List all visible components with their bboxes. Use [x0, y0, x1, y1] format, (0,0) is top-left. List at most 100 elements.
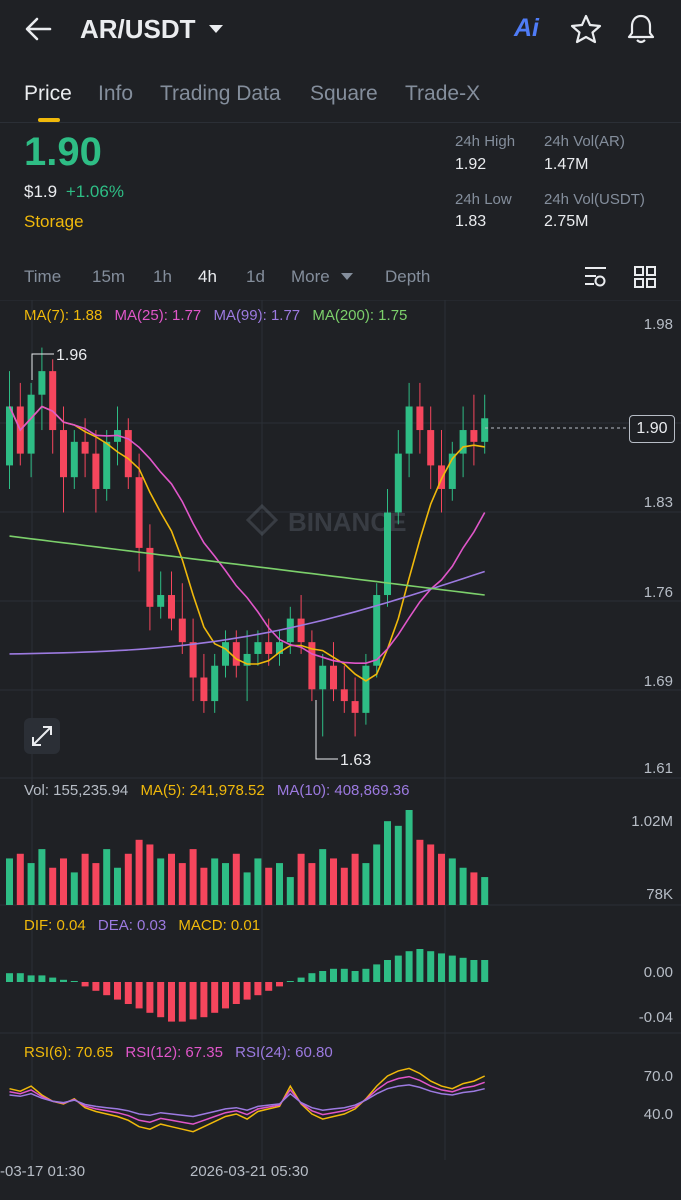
pair-title[interactable]: AR/USDT [80, 14, 196, 44]
macd-bar [265, 982, 273, 991]
ai-icon[interactable]: Ai [514, 14, 539, 42]
candle [60, 406, 67, 513]
macd-bar [330, 968, 337, 982]
volume-bar [319, 849, 327, 905]
low-annotation: 1.63 [315, 700, 371, 769]
expand-button[interactable] [24, 718, 60, 754]
candle [254, 630, 262, 666]
macd-bar [200, 982, 208, 1018]
macd-bar [189, 982, 197, 1020]
macd-bar [92, 982, 100, 991]
tab-square[interactable]: Square [310, 82, 378, 105]
volume-bar [481, 877, 489, 905]
rsi-lines [9, 1067, 486, 1133]
candle [362, 653, 370, 725]
high-value: 1.92 [455, 156, 487, 173]
category-tag[interactable]: Storage [24, 212, 84, 231]
grid-lines [0, 300, 681, 1160]
candle [319, 653, 327, 737]
usd-price: $1.9 [24, 182, 58, 201]
macd-bar [222, 982, 229, 1009]
candle [351, 677, 359, 737]
macd-bar [405, 951, 413, 982]
macd-bar [297, 977, 305, 982]
candle [92, 430, 100, 513]
candle [470, 394, 478, 466]
macd-bar [362, 968, 370, 982]
volume-bar [92, 863, 100, 905]
vol-ar-label: 24h Vol(AR) [544, 133, 625, 150]
macd-bar [319, 971, 327, 982]
tf-4h[interactable]: 4h [198, 267, 217, 286]
back-arrow-icon[interactable] [24, 16, 52, 42]
tab-trading-data[interactable]: Trading Data [160, 82, 281, 105]
vol-legend: Vol: 155,235.94 MA(5): 241,978.52 MA(10)… [24, 782, 409, 799]
candles [6, 347, 489, 737]
candle [27, 382, 35, 478]
macd-bar [16, 973, 24, 982]
volume-bar [38, 849, 46, 905]
chart-canvas[interactable]: BINANCE 1.96 1.63 [0, 300, 681, 1200]
rsi12-line [9, 1075, 485, 1125]
vol-tick-top: 1.02M [631, 813, 673, 830]
tf-15m[interactable]: 15m [92, 267, 126, 286]
macd-bar [254, 982, 262, 996]
candle [211, 653, 219, 713]
candle [124, 418, 132, 489]
grid-layout-icon[interactable] [634, 266, 656, 288]
volume-bar [103, 849, 111, 905]
candle [297, 595, 305, 654]
candle [189, 618, 197, 702]
macd-dea: DEA: 0.03 [97, 917, 167, 934]
tf-1d[interactable]: 1d [246, 267, 265, 286]
macd-bar [60, 979, 67, 982]
tf-depth[interactable]: Depth [385, 267, 431, 286]
rsi6-value: RSI(6): 70.65 [24, 1044, 114, 1061]
volume-bar [416, 839, 424, 905]
low-label: 24h Low [455, 191, 512, 208]
time-tick-1: -03-17 01:30 [0, 1163, 86, 1180]
volume-bar [427, 844, 435, 905]
high-annotation: 1.96 [31, 347, 87, 380]
rsi6-line [9, 1067, 486, 1133]
macd-value: MACD: 0.01 [178, 917, 261, 934]
candle [200, 653, 208, 713]
macd-bar [416, 949, 424, 982]
high-label: 24h High [455, 133, 516, 150]
tab-price[interactable]: Price [24, 82, 72, 105]
volume-bar [470, 872, 478, 905]
bell-icon[interactable] [626, 13, 656, 45]
macd-bar [157, 982, 165, 1018]
ma200-value: MA(200): 1.75 [312, 307, 408, 324]
tab-trade-x[interactable]: Trade-X [405, 82, 481, 105]
caret-down-icon[interactable] [208, 24, 224, 34]
volume-bar [373, 844, 381, 905]
candle [222, 630, 229, 678]
indicator-settings-icon[interactable] [584, 266, 608, 288]
rsi24-line [9, 1084, 485, 1118]
volume-bar [362, 863, 370, 905]
candle [146, 524, 154, 631]
star-icon[interactable] [570, 14, 602, 44]
price-tick-5: 1.61 [643, 760, 673, 777]
macd-bar [276, 982, 283, 987]
volume-bar [297, 853, 305, 905]
volume-bar [265, 867, 273, 905]
tab-bar: Price Info Trading Data Square Trade-X [0, 70, 681, 123]
volume-bar [340, 867, 348, 905]
tf-more[interactable]: More [291, 267, 330, 286]
macd-legend: DIF: 0.04 DEA: 0.03 MACD: 0.01 [24, 917, 260, 934]
vol-usdt-value: 2.75M [544, 213, 589, 230]
ma25-value: MA(25): 1.77 [114, 307, 202, 324]
volume-bar [16, 853, 24, 905]
volume-bar [211, 858, 219, 905]
rsi-tick-40: 40.0 [643, 1106, 673, 1123]
candle [330, 642, 337, 702]
tf-time[interactable]: Time [24, 267, 62, 286]
candle [448, 441, 456, 501]
tab-info[interactable]: Info [98, 82, 134, 105]
candle [178, 583, 186, 654]
candle [384, 488, 391, 607]
tf-1h[interactable]: 1h [153, 267, 172, 286]
volume-bar [49, 867, 57, 905]
